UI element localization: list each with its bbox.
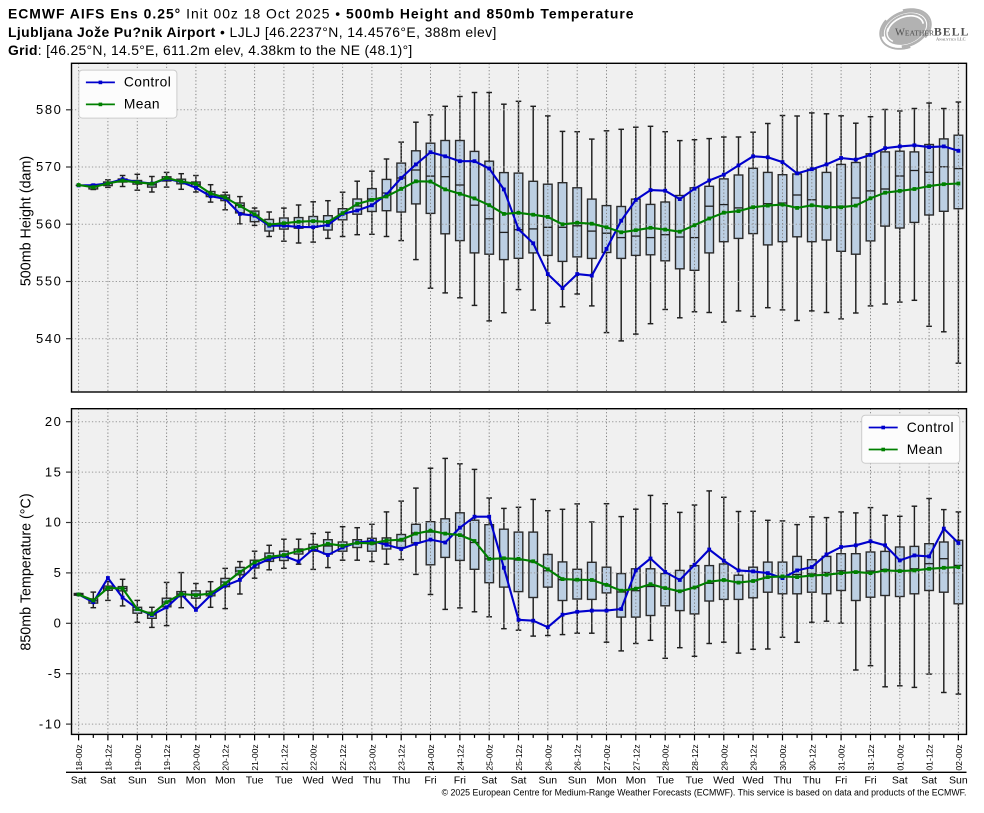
svg-text:Mon: Mon [186,775,207,787]
svg-text:5: 5 [54,565,63,580]
svg-text:31-00z: 31-00z [837,744,847,770]
svg-text:Fri: Fri [454,775,466,787]
svg-text:29-00z: 29-00z [719,744,729,770]
svg-text:Mon: Mon [596,775,617,787]
svg-text:Thu: Thu [773,775,791,787]
svg-text:0: 0 [54,616,63,631]
svg-text:Sat: Sat [511,775,527,787]
svg-text:540: 540 [36,331,63,346]
svg-text:26-12z: 26-12z [573,744,583,770]
svg-text:Wed: Wed [302,775,324,787]
svg-text:Control: Control [124,75,171,90]
svg-text:01-12z: 01-12z [925,744,935,770]
svg-text:Fri: Fri [835,775,847,787]
svg-text:Sun: Sun [128,775,147,787]
svg-text:Tue: Tue [686,775,704,787]
svg-text:Grid: [46.25°N, 14.5°E, 611.2m: Grid: [46.25°N, 14.5°E, 611.2m elev, 4.3… [8,42,413,58]
svg-text:20-12z: 20-12z [221,744,231,770]
svg-text:-5: -5 [48,666,63,681]
svg-text:Fri: Fri [864,775,876,787]
svg-text:28-00z: 28-00z [661,744,671,770]
svg-text:21-12z: 21-12z [279,744,289,770]
svg-text:29-12z: 29-12z [749,744,759,770]
svg-text:31-12z: 31-12z [866,744,876,770]
svg-text:18-00z: 18-00z [74,744,84,770]
svg-text:Control: Control [907,420,954,435]
svg-text:24-00z: 24-00z [426,744,436,770]
svg-text:Sat: Sat [921,775,937,787]
svg-text:500mb Height (dam): 500mb Height (dam) [19,156,35,286]
svg-text:WEATHERBELL: WEATHERBELL [895,27,970,39]
svg-text:15: 15 [45,464,63,479]
svg-text:570: 570 [36,159,63,174]
svg-text:22-12z: 22-12z [338,744,348,770]
svg-text:27-12z: 27-12z [631,744,641,770]
svg-text:Tue: Tue [246,775,264,787]
svg-text:30-12z: 30-12z [807,744,817,770]
svg-text:26-00z: 26-00z [543,744,553,770]
svg-text:22-00z: 22-00z [309,744,319,770]
svg-text:27-00z: 27-00z [602,744,612,770]
svg-text:ECMWF AIFS Ens 0.25° Init 00z: ECMWF AIFS Ens 0.25° Init 00z 18 Oct 202… [8,6,634,22]
svg-text:Tue: Tue [656,775,674,787]
svg-text:Mon: Mon [626,775,647,787]
svg-text:Sun: Sun [157,775,176,787]
svg-text:Sat: Sat [100,775,116,787]
svg-text:Thu: Thu [803,775,821,787]
svg-text:24-12z: 24-12z [455,744,465,770]
svg-text:ANALYTICS LLC: ANALYTICS LLC [936,37,966,42]
svg-text:20-00z: 20-00z [191,744,201,770]
svg-text:Mean: Mean [907,442,943,457]
svg-text:560: 560 [36,216,63,231]
svg-text:850mb Temperature (°C): 850mb Temperature (°C) [19,493,35,650]
svg-text:Sat: Sat [71,775,87,787]
svg-text:Sat: Sat [481,775,497,787]
svg-text:© 2025 European Centre for Med: © 2025 European Centre for Medium-Range … [442,788,967,798]
svg-text:Wed: Wed [713,775,735,787]
svg-text:Thu: Thu [392,775,410,787]
svg-text:Wed: Wed [742,775,764,787]
svg-text:25-00z: 25-00z [485,744,495,770]
svg-text:20: 20 [45,414,63,429]
svg-text:18-12z: 18-12z [103,744,113,770]
svg-text:Thu: Thu [363,775,381,787]
svg-text:Ljubljana Jože Pu?nik Airport: Ljubljana Jože Pu?nik Airport • LJLJ [46… [8,24,497,40]
svg-text:19-12z: 19-12z [162,744,172,770]
svg-text:23-12z: 23-12z [397,744,407,770]
svg-text:550: 550 [36,274,63,289]
svg-text:30-00z: 30-00z [778,744,788,770]
svg-text:10: 10 [45,515,63,530]
svg-text:Sun: Sun [949,775,968,787]
svg-text:25-12z: 25-12z [514,744,524,770]
svg-text:Mean: Mean [124,97,160,112]
svg-text:Wed: Wed [332,775,354,787]
svg-text:Mon: Mon [215,775,236,787]
svg-text:580: 580 [36,102,63,117]
svg-text:Sun: Sun [538,775,557,787]
svg-text:01-00z: 01-00z [895,744,905,770]
svg-text:19-00z: 19-00z [133,744,143,770]
svg-text:Sun: Sun [568,775,587,787]
svg-text:Tue: Tue [275,775,293,787]
svg-text:Sat: Sat [892,775,908,787]
svg-text:28-12z: 28-12z [690,744,700,770]
svg-text:21-00z: 21-00z [250,744,260,770]
svg-text:23-00z: 23-00z [367,744,377,770]
svg-text:-10: -10 [39,716,63,731]
svg-text:Fri: Fri [424,775,436,787]
svg-text:02-00z: 02-00z [954,744,964,770]
